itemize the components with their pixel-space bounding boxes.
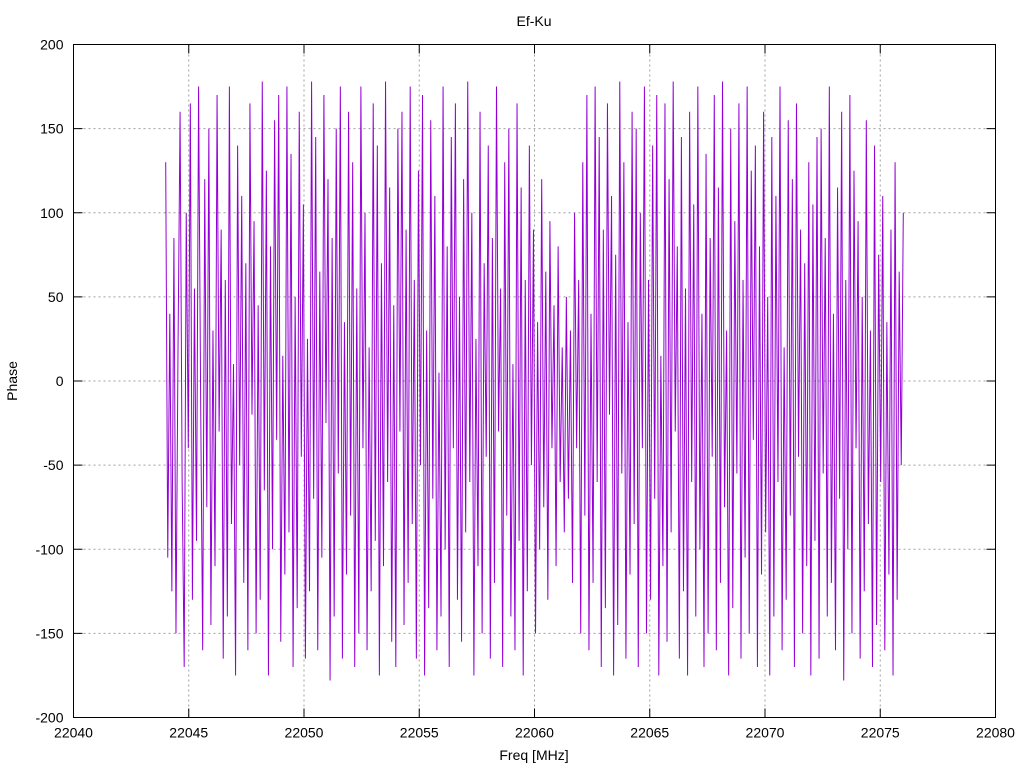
y-tick-label: 50 (48, 289, 64, 305)
y-tick-labels: -200 -150 -100 -50 0 50 100 150 200 (35, 37, 63, 726)
series-line (165, 81, 904, 681)
chart-title: Ef-Ku (516, 13, 551, 29)
plot-frame (73, 44, 996, 718)
x-tick-label: 22045 (169, 725, 208, 741)
series-layer (165, 81, 904, 681)
x-tick-label: 22055 (400, 725, 439, 741)
y-tick-label: -100 (35, 541, 63, 557)
x-axis-label: Freq [MHz] (499, 747, 568, 763)
y-tick-label: 0 (56, 373, 64, 389)
y-tick-label: 200 (40, 37, 64, 53)
y-tick-label: -200 (35, 710, 63, 726)
x-tick-label: 22065 (630, 725, 669, 741)
y-tick-label: -50 (43, 457, 63, 473)
x-tick-labels: 22040 22045 22050 22055 22060 22065 22070 22075… (54, 725, 1015, 741)
x-tick-label: 22050 (285, 725, 324, 741)
y-tick-label: 150 (40, 121, 64, 137)
x-tick-label: 22060 (515, 725, 554, 741)
x-tick-label: 22075 (861, 725, 900, 741)
y-tick-label: -150 (35, 625, 63, 641)
x-tick-label: 22070 (746, 725, 785, 741)
y-tick-label: 100 (40, 205, 64, 221)
x-tick-label: 22040 (54, 725, 93, 741)
y-axis-label: Phase (4, 361, 20, 401)
x-tick-label: 22080 (976, 725, 1015, 741)
